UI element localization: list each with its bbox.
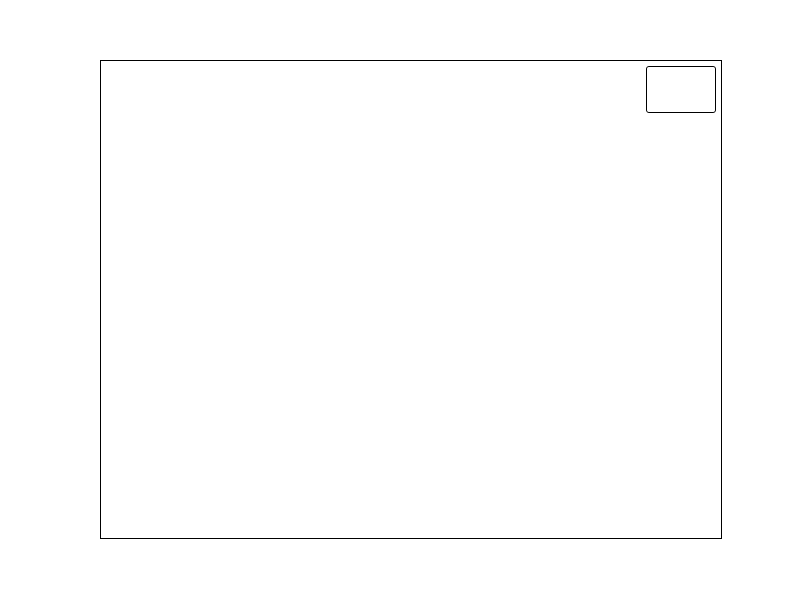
plot-area xyxy=(100,60,722,539)
legend-box xyxy=(646,66,716,113)
annotations-layer xyxy=(101,61,721,538)
